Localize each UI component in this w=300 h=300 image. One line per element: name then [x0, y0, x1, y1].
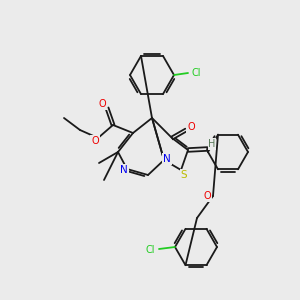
Text: N: N [163, 154, 171, 164]
Text: O: O [187, 122, 195, 132]
Text: O: O [91, 136, 99, 146]
Text: N: N [120, 165, 128, 175]
Text: H: H [208, 139, 216, 149]
Text: O: O [98, 99, 106, 109]
Text: Cl: Cl [145, 245, 155, 255]
Text: Cl: Cl [191, 68, 201, 78]
Text: S: S [181, 170, 187, 180]
Text: O: O [203, 191, 211, 201]
